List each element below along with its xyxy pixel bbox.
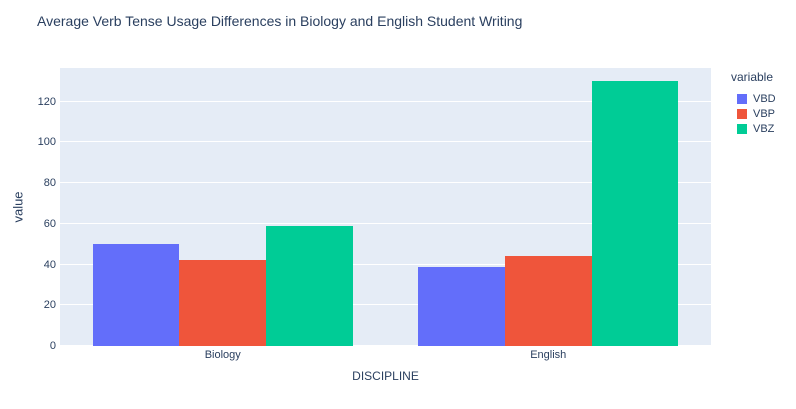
legend-label: VBD [753,92,776,105]
legend-items: VBD VBP VBZ [729,91,776,136]
gridline-y-80 [60,182,711,184]
x-tick-label-english: English [530,349,567,361]
y-tick-label-20: 20 [43,299,56,312]
legend-label: VBZ [753,122,775,135]
bar-biology-vbz[interactable] [266,225,353,346]
chart-title: Average Verb Tense Usage Differences in … [37,13,523,29]
y-tick-label-60: 60 [43,217,56,230]
legend-item-vbz[interactable]: VBZ [729,121,776,136]
y-tick-label-100: 100 [37,136,56,149]
bar-english-vbd[interactable] [418,266,505,346]
gridline-y-0 [60,345,711,346]
gridline-y-120 [60,100,711,102]
gridline-y-20 [60,304,711,306]
bar-biology-vbp[interactable] [179,260,267,346]
legend-title: variable [731,70,774,84]
legend-swatch-vbd [737,93,747,104]
plot-area [60,68,711,346]
x-tick-label-biology: Biology [204,349,241,361]
legend-item-vbd[interactable]: VBD [729,91,776,106]
gridline-y-60 [60,222,711,224]
gridline-y-100 [60,141,711,143]
x-axis-title: DISCIPLINE [352,369,419,383]
bar-biology-vbd[interactable] [92,244,180,346]
y-axis-tick-labels: 0 20 40 60 80 100 120 [0,68,56,352]
legend-swatch-vbp [737,108,747,119]
bar-english-vbp[interactable] [504,256,592,346]
legend-label: VBP [753,107,776,120]
y-tick-label-120: 120 [37,95,56,108]
legend: variable VBD VBP VBZ [729,70,776,136]
legend-item-vbp[interactable]: VBP [729,106,776,121]
x-axis-tick-labels: Biology English [60,349,711,363]
y-tick-label-40: 40 [43,258,56,271]
y-tick-label-0: 0 [49,340,56,352]
gridline-y-40 [60,263,711,265]
legend-swatch-vbz [737,123,747,134]
bar-english-vbz[interactable] [591,81,679,346]
y-tick-label-80: 80 [43,177,56,190]
